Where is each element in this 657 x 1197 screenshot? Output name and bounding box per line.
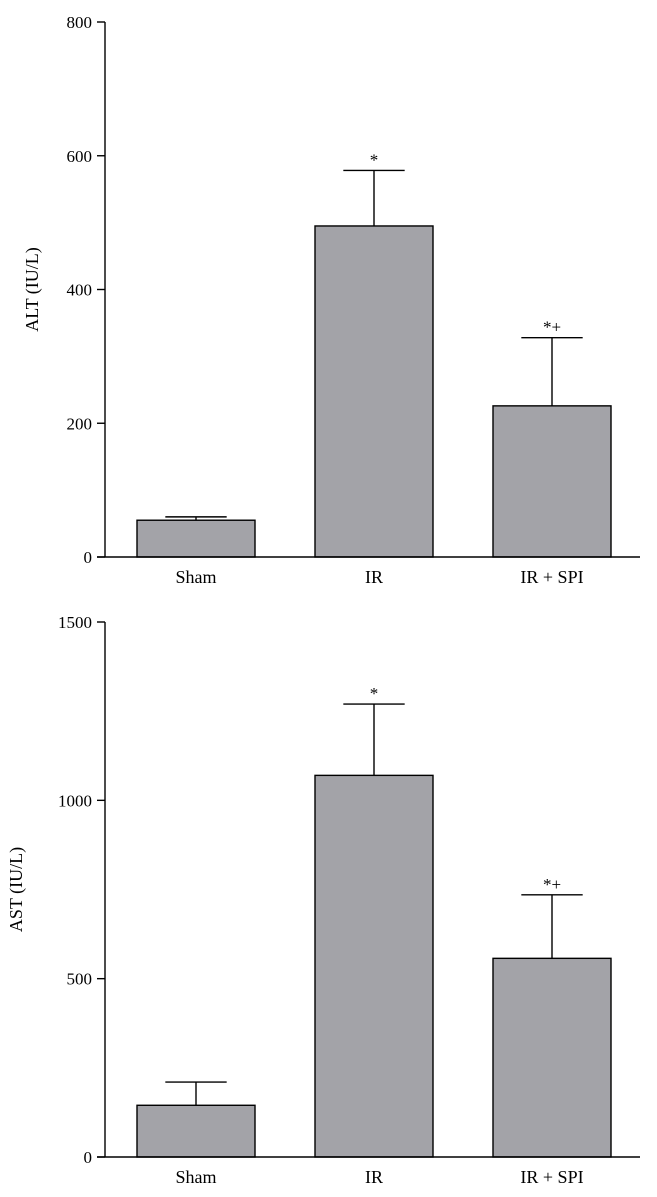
x-tick-label: IR + SPI <box>520 1167 583 1187</box>
significance-label: *+ <box>543 875 561 894</box>
y-tick-label: 0 <box>84 548 93 567</box>
x-tick-label: IR <box>365 1167 383 1187</box>
significance-label: * <box>370 150 379 169</box>
bar-ir <box>314 225 434 558</box>
bar-ir <box>314 774 434 1158</box>
significance-label: * <box>370 684 379 703</box>
x-tick-label: IR + SPI <box>520 567 583 587</box>
y-tick-label: 800 <box>67 13 93 32</box>
y-tick-label: 400 <box>67 281 93 300</box>
bar-sham <box>136 1104 256 1158</box>
y-tick-label: 1000 <box>58 791 92 810</box>
y-tick-label: 200 <box>67 414 93 433</box>
y-tick-label: 1500 <box>58 613 92 632</box>
chart-panel-1: Sham * IR *+ IR + SPI 0 200 400 600 800 ALT (IU/L) <box>22 13 640 587</box>
bar-ir-spi <box>492 957 612 1158</box>
bar-sham <box>136 519 256 558</box>
x-tick-label: Sham <box>175 1167 216 1187</box>
x-tick-label: IR <box>365 567 383 587</box>
y-tick-label: 600 <box>67 147 93 166</box>
y-axis-title: AST (IU/L) <box>6 847 27 932</box>
significance-label: *+ <box>543 318 561 337</box>
y-tick-label: 500 <box>67 970 93 989</box>
chart-panel-2: Sham * IR *+ IR + SPI 0 500 1000 1500 AST (IU/L) <box>6 613 640 1187</box>
bar-ir-spi <box>492 405 612 558</box>
y-tick-label: 0 <box>84 1148 93 1167</box>
x-tick-label: Sham <box>175 567 216 587</box>
y-axis-title: ALT (IU/L) <box>22 247 43 332</box>
